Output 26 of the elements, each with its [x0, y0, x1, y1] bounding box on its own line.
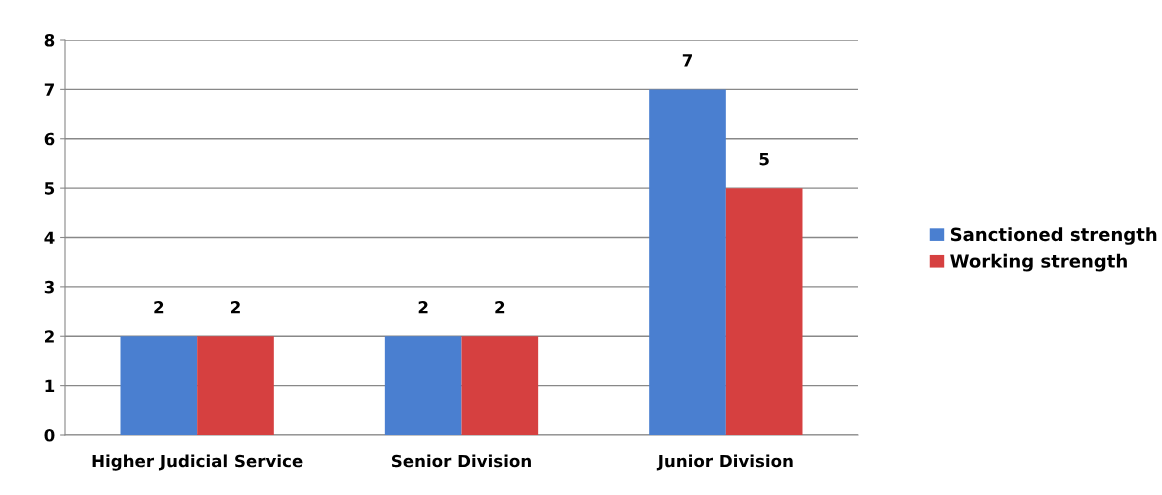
legend-label: Working strength [950, 253, 1127, 272]
data-label: 2 [495, 300, 505, 314]
y-tick-label: 8 [44, 33, 55, 47]
y-tick-label: 1 [45, 379, 55, 392]
data-label: 5 [759, 153, 769, 166]
y-tick-label: 2 [45, 330, 54, 343]
y-tick-label: 5 [44, 182, 55, 195]
y-tick-label: 7 [44, 83, 54, 96]
legend-label: Sanctioned strength [950, 227, 1157, 245]
bar [384, 336, 462, 435]
y-tick-label: 0 [44, 428, 55, 442]
data-label: 2 [154, 300, 164, 314]
bar [649, 89, 726, 435]
y-tick-label: 4 [44, 231, 55, 244]
data-label: 2 [231, 300, 240, 314]
bar [725, 188, 803, 435]
bar [461, 336, 539, 435]
y-tick-label: 6 [44, 132, 55, 146]
bar [120, 336, 198, 435]
data-label: 7 [682, 54, 692, 67]
x-tick-label: Junior Division [656, 454, 793, 471]
x-tick-label: Senior Division [391, 454, 531, 468]
x-tick-label: Higher Judicial Service [92, 454, 303, 471]
bar [197, 336, 274, 435]
y-tick-label: 3 [44, 280, 54, 294]
data-label: 2 [418, 300, 428, 314]
